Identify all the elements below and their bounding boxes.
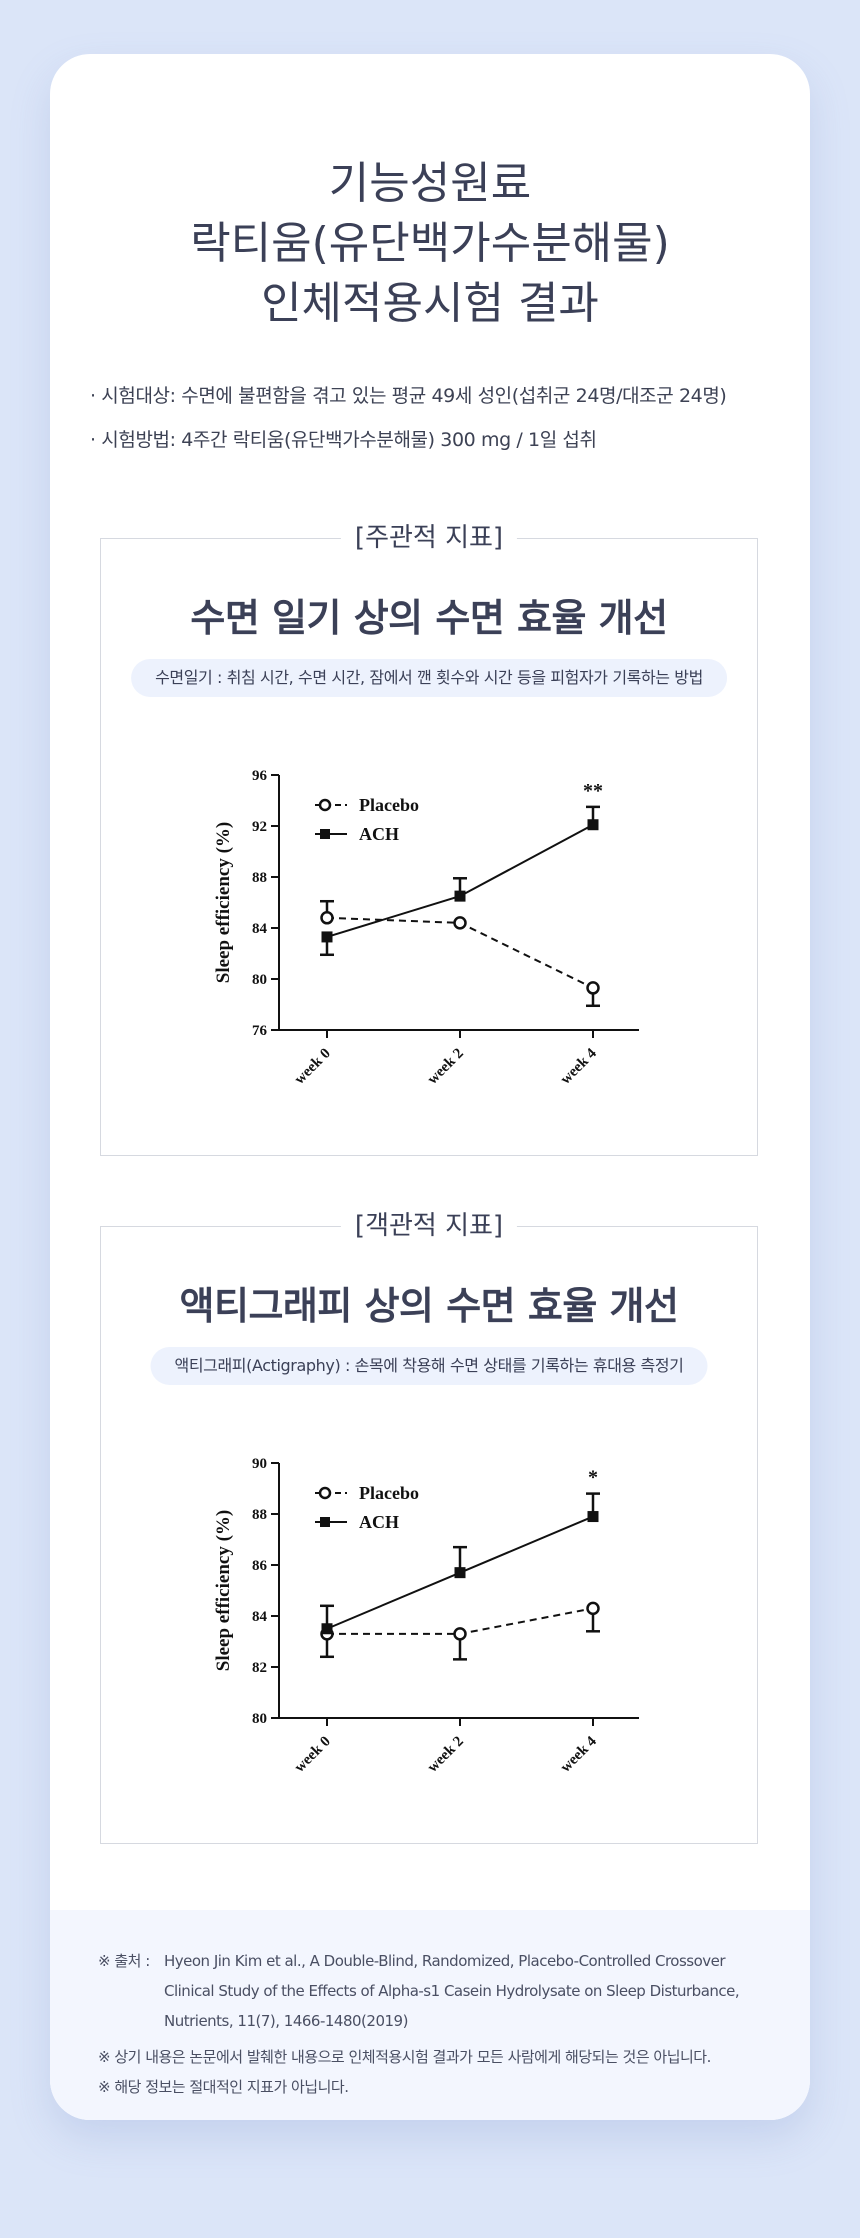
source-text: Hyeon Jin Kim et al., A Double-Blind, Ra… — [164, 1952, 740, 2030]
y-tick-label: 96 — [252, 768, 268, 784]
x-tick-label: week 0 — [292, 1734, 334, 1776]
study-subject: · 시험대상: 수면에 불편함을 겪고 있는 평균 49세 성인(섭취군 24명… — [90, 385, 727, 407]
section-title: 수면 일기 상의 수면 효율 개선 — [190, 596, 668, 640]
x-tick-label: week 4 — [558, 1045, 601, 1088]
section-tag: [객관적 지표] — [340, 1209, 518, 1243]
footer: ※ 출처 : Hyeon Jin Kim et al., A Double-Bl… — [50, 1910, 810, 2120]
section-title: 액티그래피 상의 수면 효율 개선 — [179, 1284, 679, 1328]
subjective-section: [주관적 지표] 수면 일기 상의 수면 효율 개선 수면일기 : 취침 시간,… — [100, 521, 758, 1156]
source-reference: ※ 출처 : Hyeon Jin Kim et al., A Double-Bl… — [98, 1946, 778, 2036]
section-description: 액티그래피(Actigraphy) : 손목에 착용해 수면 상태를 기록하는 … — [150, 1347, 708, 1385]
data-point-ach — [454, 890, 466, 902]
chart-svg: 76 80 84 88 92 96 week 0 week 2 week 4 Sleep effi… — [213, 768, 639, 1088]
y-tick-label: 76 — [252, 1023, 268, 1039]
y-tick-label: 88 — [252, 870, 267, 886]
y-tick-label: 80 — [252, 972, 267, 988]
actigraphy-chart: 80 82 84 86 88 90 week 0 week 2 week 4 Sleep effi… — [101, 1433, 757, 1783]
disclaimer-notes: ※ 상기 내용은 논문에서 발췌한 내용으로 인체적용시험 결과가 모든 사람에… — [98, 2042, 788, 2102]
title-line: 인체적용시험 결과 — [261, 278, 599, 329]
data-point-ach — [454, 1567, 466, 1579]
data-point-ach — [321, 931, 333, 943]
significance-mark: ** — [583, 780, 603, 802]
data-point-ach — [587, 819, 599, 831]
legend-label: ACH — [359, 1512, 399, 1532]
x-tick-label: week 2 — [425, 1734, 467, 1776]
study-info: · 시험대상: 수면에 불편함을 겪고 있는 평균 49세 성인(섭취군 24명… — [90, 374, 790, 462]
y-tick-label: 80 — [252, 1711, 267, 1727]
data-point-placebo — [453, 916, 467, 930]
y-tick-label: 92 — [252, 819, 267, 835]
study-method: · 시험방법: 4주간 락티움(유단백가수분해물) 300 mg / 1일 섭취 — [90, 429, 597, 451]
data-point-ach — [321, 1623, 333, 1635]
source-mark: ※ 출처 : — [98, 1952, 150, 1970]
y-tick-label: 82 — [252, 1660, 267, 1676]
y-tick-label: 90 — [252, 1456, 267, 1472]
legend-marker — [320, 1517, 330, 1527]
title-line: 락티움(유단백가수분해물) — [190, 218, 670, 269]
chart-svg: 80 82 84 86 88 90 week 0 week 2 week 4 Sleep effi… — [213, 1456, 639, 1776]
section-description: 수면일기 : 취침 시간, 수면 시간, 잠에서 깬 횟수와 시간 등을 피험자… — [131, 659, 727, 697]
y-tick-label: 88 — [252, 1507, 267, 1523]
disclaimer-note: ※ 해당 정보는 절대적인 지표가 아닙니다. — [98, 2078, 349, 2096]
y-tick-label: 84 — [252, 1609, 268, 1625]
legend-label: Placebo — [359, 795, 419, 815]
data-point-placebo — [453, 1627, 467, 1641]
legend-label: ACH — [359, 824, 399, 844]
y-axis-label: Sleep efficiency (%) — [213, 822, 234, 983]
y-tick-label: 86 — [252, 1558, 268, 1574]
legend-marker — [318, 798, 332, 812]
disclaimer-note: ※ 상기 내용은 논문에서 발췌한 내용으로 인체적용시험 결과가 모든 사람에… — [98, 2048, 711, 2066]
data-point-placebo — [586, 981, 600, 995]
legend-marker — [320, 829, 330, 839]
x-tick-label: week 0 — [292, 1046, 334, 1088]
sleep-diary-chart: 76 80 84 88 92 96 week 0 week 2 week 4 Sleep effi… — [101, 745, 757, 1095]
y-axis-label: Sleep efficiency (%) — [213, 1510, 234, 1671]
significance-mark: * — [588, 1467, 598, 1489]
section-tag: [주관적 지표] — [340, 521, 518, 555]
legend-marker — [318, 1486, 332, 1500]
objective-section: [객관적 지표] 액티그래피 상의 수면 효율 개선 액티그래피(Actigra… — [100, 1209, 758, 1844]
data-point-placebo — [320, 911, 334, 925]
x-tick-label: week 2 — [425, 1046, 467, 1088]
x-tick-label: week 4 — [558, 1733, 601, 1776]
y-tick-label: 84 — [252, 921, 268, 937]
data-point-placebo — [586, 1601, 600, 1616]
title-line: 기능성원료 — [328, 158, 532, 209]
data-point-ach — [587, 1511, 599, 1523]
content-card: 기능성원료 락티움(유단백가수분해물) 인체적용시험 결과 · 시험대상: 수면… — [50, 54, 810, 2120]
page-title: 기능성원료 락티움(유단백가수분해물) 인체적용시험 결과 — [50, 154, 810, 334]
legend-label: Placebo — [359, 1483, 419, 1503]
